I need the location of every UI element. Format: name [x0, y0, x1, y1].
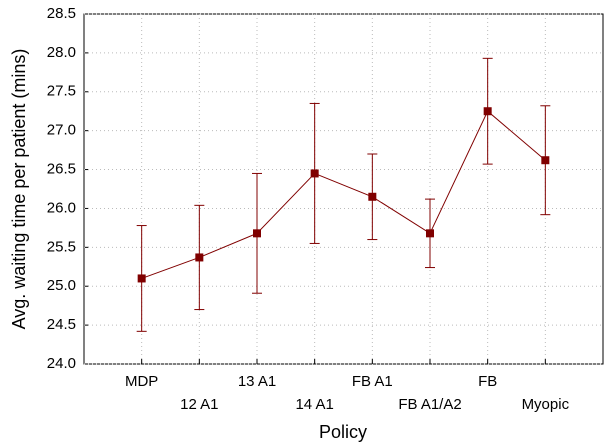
marker [195, 253, 204, 262]
y-tick-label: 28.5 [47, 5, 76, 22]
line [141, 110, 546, 279]
y-tick-label: 27.0 [47, 122, 76, 139]
y-tick-label: 24.0 [47, 355, 76, 372]
marker [541, 156, 550, 165]
y-tick-label: 24.5 [47, 316, 76, 333]
x-tick-label: FB A1/A2 [398, 396, 461, 413]
marker [483, 107, 492, 116]
y-tick-label: 26.0 [47, 199, 76, 216]
x-tick-label: FB [478, 373, 497, 390]
y-tick-label: 27.5 [47, 83, 76, 100]
marker [253, 229, 261, 238]
x-axis-title: Policy [319, 422, 367, 442]
x-tick-label: MDP [125, 373, 158, 390]
x-tick-label: 14 A1 [295, 396, 333, 413]
x-tick-label: 13 A1 [238, 373, 276, 390]
y-tick-label: 25.5 [47, 238, 76, 255]
marker [426, 229, 434, 238]
marker [137, 274, 146, 283]
x-tick-label: 12 A1 [180, 396, 218, 413]
y-axis-title: Avg. waiting time per patient (mins) [9, 49, 29, 330]
y-tick-label: 28.0 [47, 44, 76, 61]
marker [310, 169, 319, 178]
y-tick-label: 25.0 [47, 277, 76, 294]
x-tick-label: Myopic [522, 396, 570, 413]
y-tick-label: 26.5 [47, 161, 76, 178]
marker [368, 192, 377, 201]
plot-frame [83, 13, 604, 365]
x-tick-label: FB A1 [352, 373, 393, 390]
